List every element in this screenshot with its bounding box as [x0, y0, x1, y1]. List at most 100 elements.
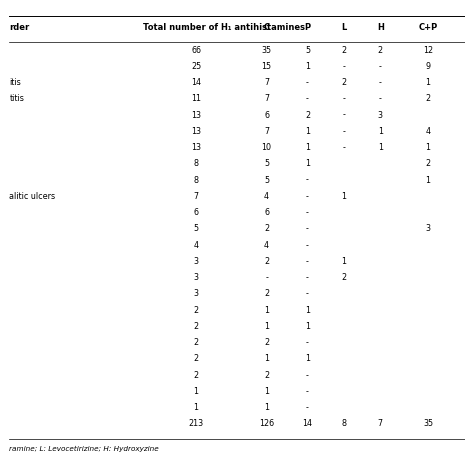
Text: 1: 1 — [426, 175, 430, 184]
Text: 11: 11 — [191, 94, 201, 103]
Text: 25: 25 — [191, 62, 201, 71]
Text: 8: 8 — [341, 419, 346, 428]
Text: L: L — [341, 23, 346, 32]
Text: alitic ulcers: alitic ulcers — [9, 192, 55, 201]
Text: 2: 2 — [341, 46, 346, 55]
Text: -: - — [306, 338, 309, 347]
Text: 2: 2 — [193, 338, 199, 347]
Text: -: - — [306, 224, 309, 233]
Text: 66: 66 — [191, 46, 201, 55]
Text: -: - — [306, 192, 309, 201]
Text: P: P — [304, 23, 310, 32]
Text: 7: 7 — [193, 192, 199, 201]
Text: 5: 5 — [193, 224, 199, 233]
Text: 1: 1 — [341, 192, 346, 201]
Text: 1: 1 — [305, 355, 310, 364]
Text: 5: 5 — [264, 175, 269, 184]
Text: -: - — [343, 62, 346, 71]
Text: 2: 2 — [193, 306, 199, 315]
Text: 2: 2 — [426, 159, 431, 168]
Text: 7: 7 — [264, 127, 269, 136]
Text: 2: 2 — [426, 94, 431, 103]
Text: 1: 1 — [264, 322, 269, 331]
Text: 2: 2 — [264, 338, 269, 347]
Text: 2: 2 — [264, 224, 269, 233]
Text: 2: 2 — [378, 46, 383, 55]
Text: 2: 2 — [341, 273, 346, 282]
Text: -: - — [343, 110, 346, 119]
Text: 2: 2 — [305, 110, 310, 119]
Text: 1: 1 — [305, 306, 310, 315]
Text: 8: 8 — [193, 175, 199, 184]
Text: 5: 5 — [264, 159, 269, 168]
Text: -: - — [379, 94, 382, 103]
Text: 3: 3 — [378, 110, 383, 119]
Text: 2: 2 — [264, 290, 269, 299]
Text: 1: 1 — [305, 62, 310, 71]
Text: itis: itis — [9, 78, 21, 87]
Text: -: - — [343, 143, 346, 152]
Text: 4: 4 — [264, 192, 269, 201]
Text: -: - — [306, 78, 309, 87]
Text: 1: 1 — [305, 127, 310, 136]
Text: 15: 15 — [262, 62, 272, 71]
Text: -: - — [343, 127, 346, 136]
Text: 3: 3 — [426, 224, 430, 233]
Text: 1: 1 — [264, 306, 269, 315]
Text: 4: 4 — [193, 241, 199, 250]
Text: -: - — [306, 387, 309, 396]
Text: -: - — [343, 94, 346, 103]
Text: Total number of H₁ antihistamines: Total number of H₁ antihistamines — [144, 23, 305, 32]
Text: -: - — [306, 290, 309, 299]
Text: 3: 3 — [193, 273, 199, 282]
Text: 6: 6 — [193, 208, 199, 217]
Text: C+P: C+P — [419, 23, 438, 32]
Text: -: - — [265, 273, 268, 282]
Text: 7: 7 — [264, 78, 269, 87]
Text: 2: 2 — [341, 78, 346, 87]
Text: 14: 14 — [302, 419, 312, 428]
Text: 7: 7 — [264, 94, 269, 103]
Text: 13: 13 — [191, 110, 201, 119]
Text: -: - — [306, 175, 309, 184]
Text: 1: 1 — [426, 78, 430, 87]
Text: 9: 9 — [426, 62, 431, 71]
Text: 2: 2 — [264, 371, 269, 380]
Text: -: - — [306, 403, 309, 412]
Text: 14: 14 — [191, 78, 201, 87]
Text: titis: titis — [9, 94, 24, 103]
Text: 8: 8 — [193, 159, 199, 168]
Text: 1: 1 — [378, 127, 383, 136]
Text: 10: 10 — [262, 143, 272, 152]
Text: ramine; L: Levocetirizine; H: Hydroxyzine: ramine; L: Levocetirizine; H: Hydroxyzin… — [9, 446, 159, 452]
Text: 5: 5 — [305, 46, 310, 55]
Text: 126: 126 — [259, 419, 274, 428]
Text: 13: 13 — [191, 127, 201, 136]
Text: 4: 4 — [426, 127, 430, 136]
Text: 13: 13 — [191, 143, 201, 152]
Text: 2: 2 — [193, 355, 199, 364]
Text: 6: 6 — [264, 110, 269, 119]
Text: 2: 2 — [193, 371, 199, 380]
Text: 1: 1 — [305, 322, 310, 331]
Text: 1: 1 — [264, 355, 269, 364]
Text: 1: 1 — [264, 403, 269, 412]
Text: 1: 1 — [426, 143, 430, 152]
Text: 7: 7 — [378, 419, 383, 428]
Text: 1: 1 — [378, 143, 383, 152]
Text: 3: 3 — [193, 290, 199, 299]
Text: 1: 1 — [193, 387, 199, 396]
Text: -: - — [306, 371, 309, 380]
Text: 1: 1 — [193, 403, 199, 412]
Text: -: - — [306, 94, 309, 103]
Text: 1: 1 — [264, 387, 269, 396]
Text: 2: 2 — [264, 257, 269, 266]
Text: -: - — [306, 208, 309, 217]
Text: 35: 35 — [423, 419, 433, 428]
Text: 12: 12 — [423, 46, 433, 55]
Text: -: - — [379, 62, 382, 71]
Text: 1: 1 — [341, 257, 346, 266]
Text: 1: 1 — [305, 143, 310, 152]
Text: H: H — [377, 23, 384, 32]
Text: 1: 1 — [305, 159, 310, 168]
